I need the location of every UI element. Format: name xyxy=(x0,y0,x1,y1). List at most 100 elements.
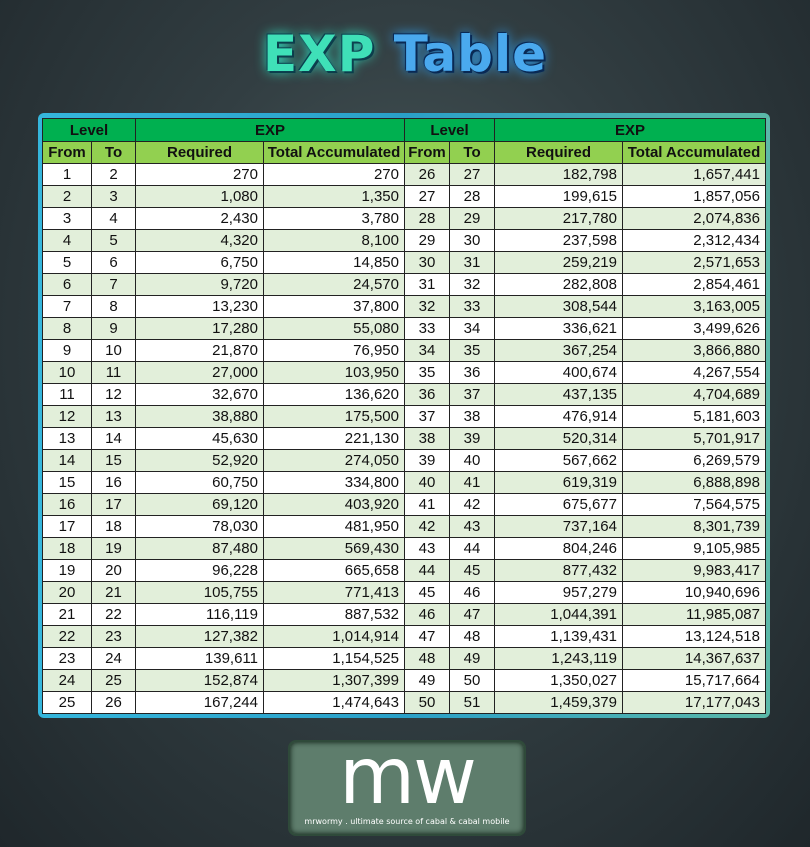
table-row: 7 8 13,230 37,800 32 33 308,544 3,163,005 xyxy=(42,295,766,318)
exp-required-cell: 1,080 xyxy=(135,185,264,208)
level-to-cell: 14 xyxy=(91,427,136,450)
exp-total-cell: 24,570 xyxy=(263,273,405,296)
exp-total-cell: 17,177,043 xyxy=(622,691,766,714)
exp-total-cell: 10,940,696 xyxy=(622,581,766,604)
exp-required-cell: 308,544 xyxy=(494,295,623,318)
table-row: 3 4 2,430 3,780 28 29 217,780 2,074,836 xyxy=(42,207,766,230)
level-to-cell: 44 xyxy=(449,537,495,560)
level-to-cell: 32 xyxy=(449,273,495,296)
level-to-cell: 20 xyxy=(91,559,136,582)
header-from: From xyxy=(404,141,450,164)
level-to-cell: 27 xyxy=(449,163,495,186)
exp-total-cell: 15,717,664 xyxy=(622,669,766,692)
header-exp: EXP xyxy=(494,118,766,142)
level-from-cell: 50 xyxy=(404,691,450,714)
exp-required-cell: 38,880 xyxy=(135,405,264,428)
level-from-cell: 7 xyxy=(42,295,92,318)
level-to-cell: 35 xyxy=(449,339,495,362)
level-to-cell: 15 xyxy=(91,449,136,472)
table-row: 13 14 45,630 221,130 38 39 520,314 5,701,917 xyxy=(42,427,766,450)
table-row: 15 16 60,750 334,800 40 41 619,319 6,888,898 xyxy=(42,471,766,494)
exp-total-cell: 403,920 xyxy=(263,493,405,516)
exp-total-cell: 887,532 xyxy=(263,603,405,626)
level-from-cell: 11 xyxy=(42,383,92,406)
level-to-cell: 13 xyxy=(91,405,136,428)
level-from-cell: 38 xyxy=(404,427,450,450)
level-from-cell: 34 xyxy=(404,339,450,362)
level-to-cell: 17 xyxy=(91,493,136,516)
level-to-cell: 36 xyxy=(449,361,495,384)
exp-required-cell: 87,480 xyxy=(135,537,264,560)
table-row: 18 19 87,480 569,430 43 44 804,246 9,105,985 xyxy=(42,537,766,560)
level-to-cell: 50 xyxy=(449,669,495,692)
table-row: 17 18 78,030 481,950 42 43 737,164 8,301,739 xyxy=(42,515,766,538)
level-to-cell: 22 xyxy=(91,603,136,626)
exp-total-cell: 37,800 xyxy=(263,295,405,318)
level-to-cell: 39 xyxy=(449,427,495,450)
exp-table: Level EXP Level EXP From To Required Tot… xyxy=(42,118,766,714)
level-from-cell: 33 xyxy=(404,317,450,340)
level-to-cell: 45 xyxy=(449,559,495,582)
header-level: Level xyxy=(42,118,136,142)
level-to-cell: 7 xyxy=(91,273,136,296)
level-from-cell: 49 xyxy=(404,669,450,692)
exp-required-cell: 69,120 xyxy=(135,493,264,516)
exp-total-cell: 1,657,441 xyxy=(622,163,766,186)
exp-total-cell: 1,014,914 xyxy=(263,625,405,648)
level-from-cell: 44 xyxy=(404,559,450,582)
header-level: Level xyxy=(404,118,495,142)
exp-required-cell: 336,621 xyxy=(494,317,623,340)
level-to-cell: 51 xyxy=(449,691,495,714)
table-row: 14 15 52,920 274,050 39 40 567,662 6,269,579 xyxy=(42,449,766,472)
exp-required-cell: 237,598 xyxy=(494,229,623,252)
exp-total-cell: 270 xyxy=(263,163,405,186)
exp-required-cell: 1,350,027 xyxy=(494,669,623,692)
table-row: 12 13 38,880 175,500 37 38 476,914 5,181,603 xyxy=(42,405,766,428)
exp-total-cell: 9,983,417 xyxy=(622,559,766,582)
exp-required-cell: 152,874 xyxy=(135,669,264,692)
level-to-cell: 2 xyxy=(91,163,136,186)
exp-required-cell: 877,432 xyxy=(494,559,623,582)
exp-required-cell: 27,000 xyxy=(135,361,264,384)
level-to-cell: 49 xyxy=(449,647,495,670)
exp-required-cell: 105,755 xyxy=(135,581,264,604)
exp-total-cell: 5,701,917 xyxy=(622,427,766,450)
level-to-cell: 30 xyxy=(449,229,495,252)
exp-required-cell: 182,798 xyxy=(494,163,623,186)
level-from-cell: 28 xyxy=(404,207,450,230)
header-to: To xyxy=(91,141,136,164)
exp-total-cell: 8,100 xyxy=(263,229,405,252)
level-from-cell: 42 xyxy=(404,515,450,538)
level-to-cell: 43 xyxy=(449,515,495,538)
table-row: 1 2 270 270 26 27 182,798 1,657,441 xyxy=(42,163,766,186)
exp-total-cell: 1,154,525 xyxy=(263,647,405,670)
level-to-cell: 46 xyxy=(449,581,495,604)
exp-total-cell: 2,312,434 xyxy=(622,229,766,252)
level-from-cell: 10 xyxy=(42,361,92,384)
table-row: 2 3 1,080 1,350 27 28 199,615 1,857,056 xyxy=(42,185,766,208)
level-from-cell: 9 xyxy=(42,339,92,362)
level-to-cell: 38 xyxy=(449,405,495,428)
level-to-cell: 47 xyxy=(449,603,495,626)
level-from-cell: 12 xyxy=(42,405,92,428)
exp-total-cell: 481,950 xyxy=(263,515,405,538)
exp-total-cell: 9,105,985 xyxy=(622,537,766,560)
header-total: Total Accumulated xyxy=(622,141,766,164)
exp-required-cell: 1,139,431 xyxy=(494,625,623,648)
level-from-cell: 48 xyxy=(404,647,450,670)
level-from-cell: 6 xyxy=(42,273,92,296)
exp-total-cell: 569,430 xyxy=(263,537,405,560)
logo-mark: mw xyxy=(339,744,477,810)
level-to-cell: 31 xyxy=(449,251,495,274)
exp-total-cell: 3,163,005 xyxy=(622,295,766,318)
exp-required-cell: 217,780 xyxy=(494,207,623,230)
level-from-cell: 8 xyxy=(42,317,92,340)
level-from-cell: 15 xyxy=(42,471,92,494)
exp-required-cell: 804,246 xyxy=(494,537,623,560)
table-row: 10 11 27,000 103,950 35 36 400,674 4,267,554 xyxy=(42,361,766,384)
exp-total-cell: 274,050 xyxy=(263,449,405,472)
level-to-cell: 6 xyxy=(91,251,136,274)
level-from-cell: 14 xyxy=(42,449,92,472)
exp-total-cell: 3,780 xyxy=(263,207,405,230)
exp-required-cell: 21,870 xyxy=(135,339,264,362)
